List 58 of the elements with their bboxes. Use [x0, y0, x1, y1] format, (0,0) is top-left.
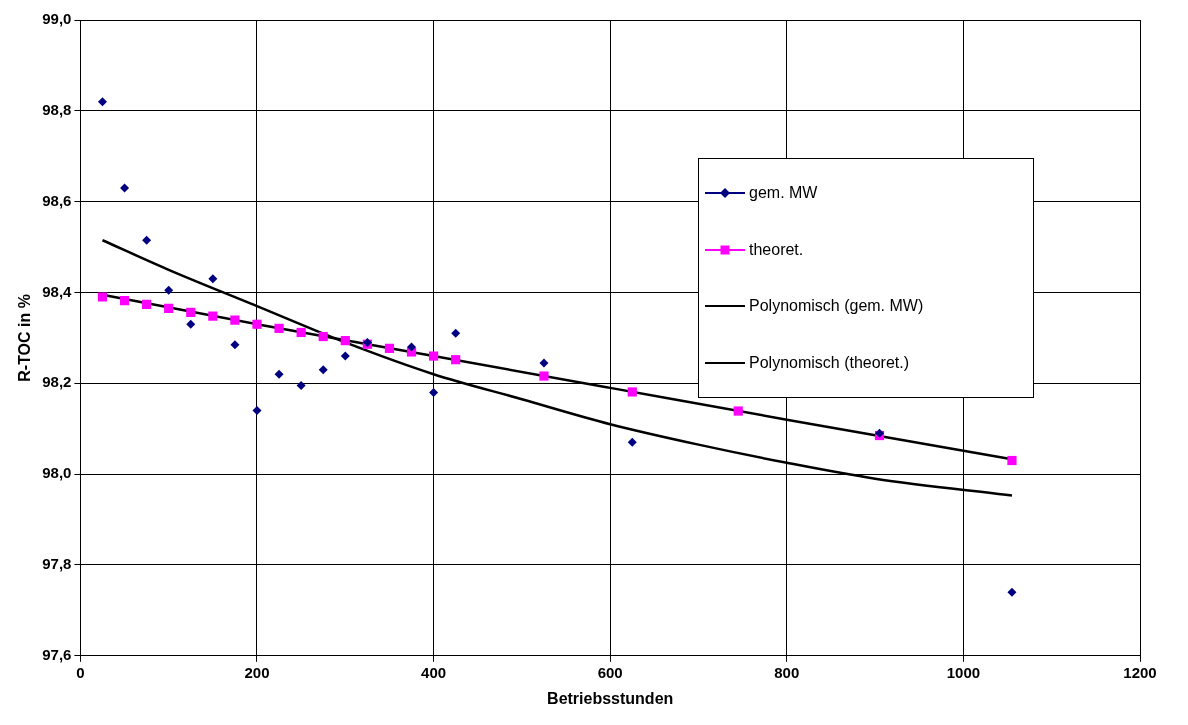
point — [627, 387, 637, 397]
point — [627, 437, 637, 447]
point — [429, 387, 439, 397]
legend-label: Polynomisch (theoret.) — [749, 353, 910, 372]
point — [451, 355, 461, 365]
point — [186, 307, 196, 318]
point — [252, 406, 262, 416]
y-tick-label: 97,8 — [42, 555, 72, 573]
y-tick-label: 98,0 — [42, 464, 72, 482]
y-tick-label: 97,6 — [42, 645, 72, 663]
point — [318, 365, 328, 375]
x-tick-label: 200 — [244, 663, 270, 681]
point — [429, 351, 439, 361]
point — [142, 299, 152, 309]
y-tick-label: 98,6 — [42, 191, 72, 209]
point — [164, 303, 174, 313]
point — [407, 342, 417, 352]
point — [539, 371, 549, 381]
y-tick-label: 98,8 — [42, 100, 72, 118]
point — [733, 406, 743, 416]
point — [208, 311, 218, 321]
x-tick-label: 1000 — [946, 663, 981, 681]
y-tick-label: 99,0 — [42, 10, 72, 28]
point — [1007, 455, 1017, 466]
point — [230, 340, 240, 350]
point — [274, 369, 284, 379]
point — [142, 235, 152, 245]
x-tick-label: 400 — [421, 663, 447, 681]
point — [296, 381, 306, 391]
x-tick-label: 800 — [774, 663, 800, 681]
point — [451, 328, 461, 338]
point — [230, 315, 240, 325]
point — [274, 323, 284, 333]
point — [119, 296, 130, 306]
point — [97, 97, 107, 107]
x-tick-label: 600 — [597, 663, 623, 681]
x-tick-label: 1200 — [1123, 663, 1157, 681]
x-tick-label: 0 — [76, 663, 85, 681]
point — [1007, 587, 1017, 597]
x-axis-title: Betriebsstunden — [547, 689, 674, 707]
legend-label: theoret. — [749, 240, 804, 259]
point — [97, 292, 108, 302]
point — [186, 319, 196, 329]
point — [164, 285, 174, 295]
point — [340, 336, 350, 346]
point — [340, 351, 350, 361]
y-tick-label: 98,2 — [42, 373, 72, 391]
y-tick-label: 98,4 — [42, 282, 73, 300]
point — [539, 358, 549, 368]
point — [120, 183, 130, 193]
legend-label: gem. MW — [749, 184, 818, 203]
point — [384, 343, 395, 353]
point — [318, 331, 328, 342]
point — [296, 327, 306, 338]
point — [252, 319, 262, 329]
point — [208, 274, 218, 284]
legend-label: Polynomisch (gem. MW) — [749, 297, 924, 316]
y-axis-title: R-TOC in % — [16, 294, 34, 382]
